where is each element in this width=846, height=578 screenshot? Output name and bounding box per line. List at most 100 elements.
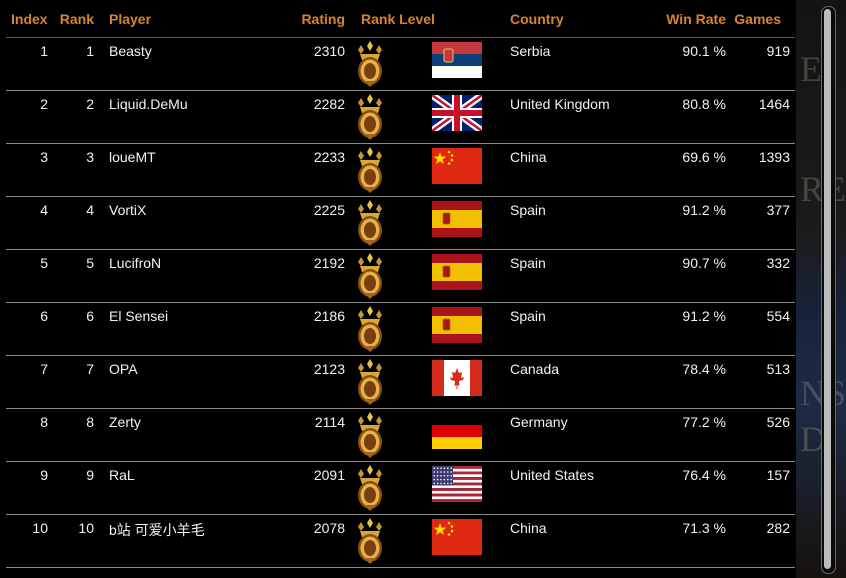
cell-rating: 2282 <box>296 90 350 144</box>
cell-player[interactable]: Beasty <box>99 37 296 91</box>
cell-win-rate: 91.2 % <box>630 196 726 250</box>
cell-player[interactable]: RaL <box>99 461 296 515</box>
cell-country: Germany <box>510 408 630 462</box>
cell-index: 1 <box>6 37 52 91</box>
rating-value: 2078 <box>313 520 345 536</box>
player-name[interactable]: OPA <box>109 361 138 377</box>
cell-win-rate: 90.1 % <box>630 37 726 91</box>
united-kingdom-flag-icon <box>432 95 482 131</box>
cell-rating: 2078 <box>296 514 350 568</box>
spain-flag-icon <box>432 201 482 237</box>
index-value: 2 <box>40 96 48 112</box>
cell-player[interactable]: b站 可爱小羊毛 <box>99 514 296 568</box>
table-row[interactable]: 7 7 OPA 2123 Canada 78.4 % 513 <box>6 355 795 409</box>
cell-index: 10 <box>6 514 52 568</box>
rank-value: 2 <box>86 96 94 112</box>
cell-country: China <box>510 143 630 197</box>
column-header-country[interactable]: Country <box>510 0 630 38</box>
player-name[interactable]: Beasty <box>109 43 152 59</box>
column-header-rank-level[interactable]: Rank Level <box>350 0 510 38</box>
games-value: 1464 <box>758 96 790 112</box>
crowned-shield-icon <box>358 41 382 87</box>
rating-value: 2282 <box>313 96 345 112</box>
table-row[interactable]: 10 10 b站 可爱小羊毛 2078 China 71.3 % 282 <box>6 514 795 568</box>
cell-flag <box>430 37 510 91</box>
cell-games: 332 <box>726 249 795 303</box>
cell-win-rate: 90.7 % <box>630 249 726 303</box>
table-row[interactable]: 2 2 Liquid.DeMu 2282 United Kingdom 80.8 % 146… <box>6 90 795 144</box>
cell-rank-level <box>350 408 430 462</box>
table-row[interactable]: 3 3 loueMT 2233 China 69.6 % 1393 <box>6 143 795 197</box>
win-rate-value: 71.3 % <box>682 520 726 536</box>
cell-rank-level <box>350 514 430 568</box>
player-name[interactable]: loueMT <box>109 149 156 165</box>
games-value: 554 <box>766 308 790 324</box>
cell-player[interactable]: VortiX <box>99 196 296 250</box>
column-header-games[interactable]: Games <box>726 0 795 38</box>
column-header-win-rate[interactable]: Win Rate <box>630 0 726 38</box>
cell-rank: 5 <box>52 249 99 303</box>
column-header-player[interactable]: Player <box>99 0 196 38</box>
win-rate-value: 91.2 % <box>682 308 726 324</box>
cell-player[interactable]: OPA <box>99 355 296 409</box>
games-value: 377 <box>766 202 790 218</box>
table-row[interactable]: 4 4 VortiX 2225 Spain 91.2 % 377 <box>6 196 795 250</box>
cell-rating: 2225 <box>296 196 350 250</box>
country-name: Serbia <box>510 43 551 59</box>
games-value: 919 <box>766 43 790 59</box>
table-row[interactable]: 8 8 Zerty 2114 Germany 77.2 % 526 <box>6 408 795 462</box>
index-value: 3 <box>40 149 48 165</box>
win-rate-value: 91.2 % <box>682 202 726 218</box>
index-value: 4 <box>40 202 48 218</box>
cell-player[interactable]: LucifroN <box>99 249 296 303</box>
player-name[interactable]: Liquid.DeMu <box>109 96 188 112</box>
cell-index: 6 <box>6 302 52 356</box>
cell-games: 282 <box>726 514 795 568</box>
cell-flag <box>430 514 510 568</box>
win-rate-value: 90.7 % <box>682 255 726 271</box>
rating-value: 2310 <box>313 43 345 59</box>
scrollbar-thumb[interactable] <box>824 9 831 569</box>
win-rate-value: 69.6 % <box>682 149 726 165</box>
player-name[interactable]: LucifroN <box>109 255 162 271</box>
player-name[interactable]: VortiX <box>109 202 147 218</box>
cell-player[interactable]: El Sensei <box>99 302 296 356</box>
column-header-rating[interactable]: Rating <box>296 0 350 38</box>
cell-player[interactable]: Liquid.DeMu <box>99 90 296 144</box>
player-name[interactable]: RaL <box>109 467 135 483</box>
cell-rank: 9 <box>52 461 99 515</box>
cell-rank: 1 <box>52 37 99 91</box>
column-header-index[interactable]: Index <box>6 0 52 38</box>
cell-flag <box>430 143 510 197</box>
crowned-shield-icon <box>358 200 382 246</box>
player-name[interactable]: El Sensei <box>109 308 169 324</box>
table-row[interactable]: 6 6 El Sensei 2186 Spain 91.2 % 554 <box>6 302 795 356</box>
cell-win-rate: 71.3 % <box>630 514 726 568</box>
country-name: United Kingdom <box>510 96 610 112</box>
cell-country: Spain <box>510 302 630 356</box>
table-row[interactable]: 1 1 Beasty 2310 Serbia 90.1 % 919 <box>6 37 795 91</box>
cell-rating: 2123 <box>296 355 350 409</box>
cell-win-rate: 77.2 % <box>630 408 726 462</box>
win-rate-value: 78.4 % <box>682 361 726 377</box>
column-header-rank[interactable]: Rank <box>52 0 99 38</box>
country-name: Canada <box>510 361 560 377</box>
cell-rank: 4 <box>52 196 99 250</box>
player-name[interactable]: b站 可爱小羊毛 <box>109 522 205 538</box>
cell-index: 8 <box>6 408 52 462</box>
rating-value: 2091 <box>313 467 345 483</box>
cell-player[interactable]: Zerty <box>99 408 296 462</box>
index-value: 9 <box>40 467 48 483</box>
cell-games: 919 <box>726 37 795 91</box>
cell-rank-level <box>350 90 430 144</box>
cell-flag <box>430 408 510 462</box>
table-row[interactable]: 5 5 LucifroN 2192 Spain 90.7 % 332 <box>6 249 795 303</box>
player-name[interactable]: Zerty <box>109 414 141 430</box>
serbia-flag-icon <box>432 42 482 78</box>
country-name: Spain <box>510 308 546 324</box>
cell-player[interactable]: loueMT <box>99 143 296 197</box>
cell-rating: 2310 <box>296 37 350 91</box>
table-row[interactable]: 9 9 RaL 2091 United States 76.4 % 157 <box>6 461 795 515</box>
cell-rank-level <box>350 196 430 250</box>
cell-games: 157 <box>726 461 795 515</box>
